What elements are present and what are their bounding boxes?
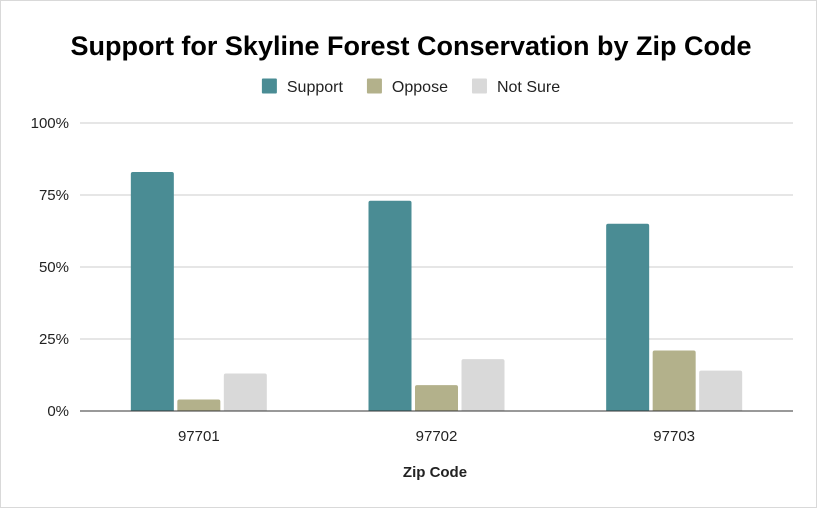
bar-not-sure-97701 — [223, 373, 267, 411]
legend-swatch — [261, 78, 277, 94]
bar-not-sure-97702 — [461, 359, 505, 411]
x-tick-label: 97703 — [653, 428, 695, 445]
bar-support-97703 — [606, 223, 650, 411]
bar-support-97701 — [130, 171, 174, 411]
bar-support-97702 — [368, 200, 412, 411]
bar-oppose-97703 — [652, 350, 696, 411]
bar-oppose-97702 — [415, 385, 458, 411]
legend-swatch — [366, 78, 382, 94]
legend-item-support: Support — [261, 78, 344, 96]
legend-item-not-sure: Not Sure — [471, 78, 560, 96]
y-tick-label: 50% — [39, 259, 69, 276]
legend-label: Support — [287, 79, 344, 96]
legend-swatch — [471, 78, 487, 94]
y-tick-label: 100% — [31, 115, 69, 132]
y-axis-ticks: 0% 25% 50% 75% 100% — [31, 115, 69, 420]
gridlines — [80, 122, 793, 340]
legend-label: Not Sure — [497, 79, 560, 96]
legend-item-oppose: Oppose — [366, 78, 448, 96]
x-axis-ticks: 97701 97702 97703 — [178, 428, 695, 445]
bars — [130, 171, 743, 411]
y-tick-label: 75% — [39, 187, 69, 204]
x-axis-title: Zip Code — [403, 464, 467, 481]
bar-not-sure-97703 — [699, 370, 743, 411]
y-tick-label: 0% — [47, 403, 69, 420]
legend: Support Oppose Not Sure — [261, 78, 560, 96]
y-tick-label: 25% — [39, 331, 69, 348]
x-tick-label: 97702 — [416, 428, 458, 445]
bar-oppose-97701 — [177, 399, 221, 411]
chart-title: Support for Skyline Forest Conservation … — [70, 31, 751, 61]
x-tick-label: 97701 — [178, 428, 220, 445]
legend-label: Oppose — [392, 79, 448, 96]
